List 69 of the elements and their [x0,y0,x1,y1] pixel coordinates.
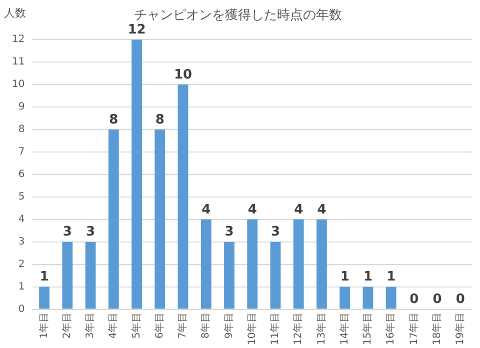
bar [178,84,188,309]
y-tick-label: 1 [18,281,25,292]
bar [200,219,212,309]
bar [224,242,234,309]
data-label: 8 [109,112,118,128]
x-tick-label: 13年目 [315,312,328,346]
y-tick-label: 12 [12,34,25,46]
bar [85,242,96,309]
y-tick-label: 0 [18,304,25,315]
bar [386,286,396,309]
x-tick-label: 11年目 [269,312,282,346]
data-label: 4 [317,202,326,218]
data-label: 1 [386,270,396,285]
y-tick-label: 7 [18,146,25,158]
data-label: 1 [363,270,372,285]
x-tick-label: 6年目 [153,312,166,339]
data-label: 3 [86,224,96,240]
y-axis-title: 人数 [4,6,26,20]
x-tick-label: 9年目 [222,312,235,339]
x-tick-label: 17年目 [408,312,420,346]
data-label: 12 [128,22,146,38]
data-label: 3 [224,224,234,240]
x-tick-label: 19年目 [454,312,466,346]
bar [293,219,304,309]
x-tick-label: 12年目 [292,312,304,346]
data-label: 0 [432,292,442,308]
x-tick-label: 16年目 [384,312,397,346]
bar [247,219,258,309]
bar [108,129,119,309]
y-tick-label: 10 [12,79,25,90]
x-tick-label: 14年目 [338,312,350,346]
bar [62,242,73,309]
x-tick-label: 7年目 [176,312,189,339]
x-tick-label: 1年目 [38,312,50,339]
data-label: 0 [410,292,419,308]
data-label: 8 [155,112,164,128]
bar [316,219,327,309]
data-label: 10 [174,67,192,82]
data-label: 1 [340,270,350,285]
x-tick-label: 10年目 [246,312,258,346]
y-tick-label: 5 [18,192,25,203]
data-label: 4 [202,202,211,218]
y-tick-label: 3 [18,236,25,248]
y-tick-label: 6 [18,169,25,180]
y-tick-label: 2 [18,258,25,270]
data-label: 3 [270,224,280,240]
data-label: 0 [456,292,465,308]
x-tick-label: 3年目 [84,312,96,339]
x-tick-label: 15年目 [362,312,374,346]
y-tick-label: 11 [12,56,25,68]
x-tick-label: 4年目 [107,312,120,339]
x-tick-label: 5年目 [130,312,142,339]
y-tick-label: 9 [18,102,25,113]
x-tick-label: 8年目 [200,312,212,339]
data-label: 1 [40,270,49,285]
bar [132,40,142,309]
bar [270,242,281,309]
data-label: 4 [248,202,257,218]
bar [39,286,50,309]
data-label: 3 [62,224,72,240]
bar [340,286,350,309]
x-tick-label: 2年目 [61,312,73,339]
y-tick-label: 4 [18,214,25,225]
x-tick-label: 18年目 [430,312,443,346]
data-label: 4 [294,202,304,218]
bar [154,129,166,309]
y-tick-label: 8 [18,124,25,136]
chart-title: チャンピオンを獲得した時点の年数 [134,8,342,24]
bar [362,286,374,309]
